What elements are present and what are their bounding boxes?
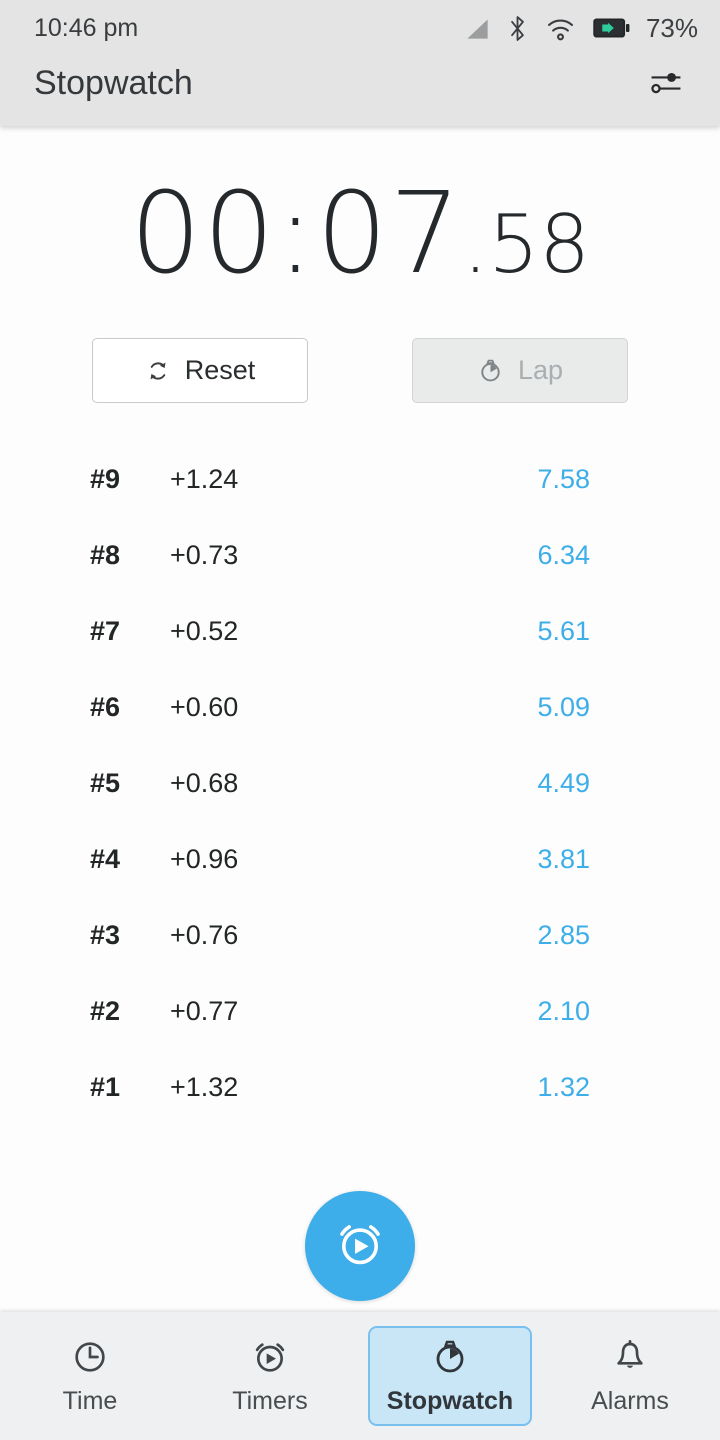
lap-total-time: 2.85 (537, 919, 590, 950)
lap-total-time: 7.58 (537, 463, 590, 494)
tab-timers-label: Timers (232, 1386, 308, 1415)
lap-delta: +1.24 (170, 463, 239, 494)
bottom-navigation: Time Timers Stopwatch (0, 1312, 720, 1440)
lap-number: #6 (90, 691, 121, 722)
lap-number: #3 (90, 919, 121, 950)
page-title: Stopwatch (34, 63, 193, 102)
reset-icon (145, 358, 171, 384)
stopwatch-icon (477, 357, 504, 384)
lap-total-time: 5.09 (537, 691, 590, 722)
lap-delta: +0.77 (170, 995, 239, 1026)
lap-total-time: 1.32 (537, 1071, 590, 1102)
lap-delta: +0.73 (170, 539, 239, 570)
status-time: 10:46 pm (34, 13, 139, 42)
tab-alarms-label: Alarms (591, 1386, 669, 1415)
controls-row: Reset Lap (0, 338, 720, 403)
lap-row: #7 +0.52 5.61 (0, 593, 720, 669)
lap-total-time: 2.10 (537, 995, 590, 1026)
battery-percent: 73% (645, 12, 698, 43)
lap-number: #4 (90, 843, 121, 874)
lap-number: #2 (90, 995, 121, 1026)
lap-number: #7 (90, 615, 121, 646)
lap-delta: +0.68 (170, 767, 239, 798)
lap-number: #9 (90, 463, 121, 494)
reset-button[interactable]: Reset (92, 338, 308, 403)
lap-button-label: Lap (517, 355, 564, 385)
tab-time-label: Time (62, 1386, 118, 1415)
lap-number: #8 (90, 539, 121, 570)
wifi-icon (544, 14, 577, 43)
lap-total-time: 4.49 (537, 767, 590, 798)
lap-row: #3 +0.76 2.85 (0, 897, 720, 973)
stopwatch-play-icon (333, 1217, 387, 1276)
lap-row: #4 +0.96 3.81 (0, 821, 720, 897)
time-fraction: .58 (462, 198, 590, 291)
lap-delta: +0.96 (170, 843, 239, 874)
lap-row: #6 +0.60 5.09 (0, 669, 720, 745)
tab-timers[interactable]: Timers (180, 1312, 360, 1440)
lap-delta: +0.76 (170, 919, 239, 950)
tab-alarms[interactable]: Alarms (540, 1312, 720, 1440)
lap-delta: +0.52 (170, 615, 239, 646)
stopwatch-time-display: 00:07.58 (0, 178, 720, 290)
battery-icon (593, 17, 630, 39)
time-main: 00:07 (130, 169, 463, 299)
timer-play-icon (250, 1337, 290, 1377)
signal-icon (464, 15, 491, 42)
status-icons: 73% (464, 13, 698, 44)
bell-icon (610, 1337, 650, 1377)
lap-delta: +0.60 (170, 691, 239, 722)
lap-row: #9 +1.24 7.58 (0, 441, 720, 517)
lap-delta: +1.32 (170, 1071, 239, 1102)
lap-number: #5 (90, 767, 121, 798)
status-bar: 10:46 pm 73% (0, 0, 720, 50)
lap-row: #1 +1.32 1.32 (0, 1049, 720, 1125)
stopwatch-icon (430, 1337, 470, 1377)
tab-time[interactable]: Time (0, 1312, 180, 1440)
lap-total-time: 5.61 (537, 615, 590, 646)
pause-resume-fab[interactable] (305, 1191, 415, 1301)
lap-list: #9 +1.24 7.58 #8 +0.73 6.34 #7 +0.52 5.6… (0, 441, 720, 1125)
tab-stopwatch-label: Stopwatch (386, 1386, 514, 1415)
reset-button-label: Reset (184, 355, 256, 385)
settings-sliders-icon[interactable] (640, 59, 692, 107)
lap-row: #8 +0.73 6.34 (0, 517, 720, 593)
lap-button[interactable]: Lap (412, 338, 628, 403)
app-header: Stopwatch (0, 50, 720, 126)
bluetooth-icon (507, 14, 528, 43)
lap-row: #5 +0.68 4.49 (0, 745, 720, 821)
lap-total-time: 3.81 (537, 843, 590, 874)
lap-number: #1 (90, 1071, 121, 1102)
lap-row: #2 +0.77 2.10 (0, 973, 720, 1049)
top-chrome: 10:46 pm 73% Stopwatch (0, 0, 720, 126)
clock-icon (70, 1337, 110, 1377)
tab-stopwatch[interactable]: Stopwatch (360, 1312, 540, 1440)
lap-total-time: 6.34 (537, 539, 590, 570)
